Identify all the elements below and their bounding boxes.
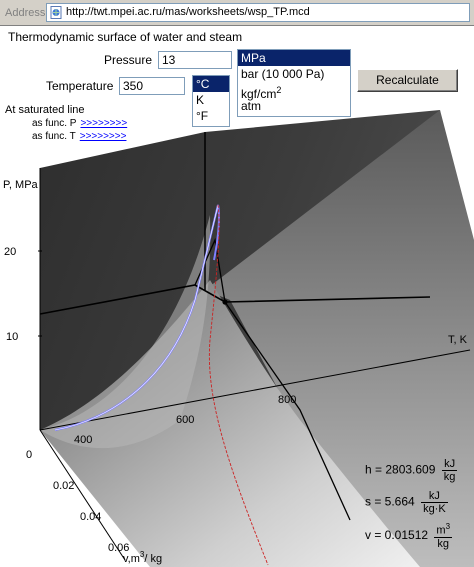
- address-field[interactable]: http://twt.mpei.ac.ru/mas/worksheets/wsp…: [46, 3, 470, 22]
- temperature-unit-option[interactable]: K: [196, 93, 205, 107]
- v-axis-line: [39, 429, 126, 561]
- recalculate-button[interactable]: Recalculate: [357, 69, 458, 92]
- saturated-func-t: as func. T >>>>>>>>: [32, 131, 126, 142]
- result-s-unit: kJ kg·K: [421, 490, 448, 515]
- state-point: [222, 299, 228, 305]
- result-v-unit-sup: 3: [445, 522, 451, 531]
- func-p-label: as func. P: [32, 118, 77, 129]
- v-tick-label: 0.04: [80, 511, 101, 523]
- temperature-unit-option[interactable]: °F: [196, 109, 209, 123]
- address-label: Address: [5, 7, 46, 19]
- result-h-unit-num: kJ: [441, 458, 458, 471]
- result-v-unit-num: m3: [434, 522, 453, 538]
- result-s-unit-den: kg·K: [423, 503, 446, 515]
- t-axis-line: [39, 349, 471, 431]
- saturated-line-title: At saturated line: [5, 104, 85, 116]
- v-tick-label: 0.06: [108, 542, 129, 554]
- saturation-curve-core: [54, 204, 219, 431]
- pressure-units-list[interactable]: MPa bar (10 000 Pa) kgf/cm2 atm: [237, 49, 351, 117]
- temperature-units-list[interactable]: °C K °F: [192, 75, 230, 127]
- saturated-func-p: as func. P >>>>>>>>: [32, 118, 127, 129]
- pressure-unit-option[interactable]: bar (10 000 Pa): [241, 67, 325, 81]
- temperature-input[interactable]: [119, 77, 185, 95]
- pressure-unit-option[interactable]: atm: [241, 99, 262, 113]
- pressure-unit-sup: 2: [276, 85, 282, 95]
- result-v-value: v = 0.01512: [365, 528, 429, 542]
- v-axis-label-text: v,m: [123, 553, 140, 565]
- result-v: v = 0.01512 m3 kg: [365, 522, 453, 550]
- page-icon: [50, 6, 62, 19]
- v-axis-label-sup: 3: [140, 550, 145, 559]
- result-v-unit-m: m: [436, 524, 446, 537]
- red-curve: [208, 204, 269, 566]
- result-v-unit-den: kg: [437, 537, 450, 550]
- temperature-unit-option[interactable]: °C: [193, 76, 229, 92]
- result-h-unit-den: kg: [443, 471, 456, 483]
- pressure-label: Pressure: [104, 53, 153, 67]
- result-s-value: s = 5.664: [365, 494, 415, 509]
- result-h: h = 2803.609 kJ kg: [365, 458, 458, 483]
- result-s: s = 5.664 kJ kg·K: [365, 490, 448, 515]
- v-tick-label: 0.02: [53, 480, 74, 492]
- v-axis-label-unit: / kg: [144, 553, 162, 565]
- surface-dome: [40, 215, 211, 449]
- address-url: http://twt.mpei.ac.ru/mas/worksheets/wsp…: [66, 6, 310, 18]
- t-tick-label: 400: [74, 434, 92, 446]
- func-t-link[interactable]: >>>>>>>>: [79, 131, 127, 142]
- result-v-unit: m3 kg: [434, 522, 453, 550]
- func-t-label: as func. T: [32, 131, 76, 142]
- address-bar: Address http://twt.mpei.ac.ru/mas/worksh…: [0, 0, 474, 26]
- isobar-line: [39, 284, 431, 315]
- v-axis-label: v,m3/ kg: [123, 550, 162, 565]
- result-h-value: h = 2803.609: [365, 462, 436, 477]
- result-s-unit-num: kJ: [421, 490, 448, 503]
- z-tick-label: 10: [6, 331, 18, 343]
- z-axis-label: P, MPa: [3, 179, 39, 191]
- t-tick-label: 800: [278, 394, 296, 406]
- result-h-unit: kJ kg: [441, 458, 458, 483]
- surface-right-sheet: [205, 110, 474, 567]
- t-axis-label: T, K: [448, 334, 468, 346]
- v-tick-label: 0: [26, 449, 32, 461]
- temperature-label: Temperature: [46, 79, 114, 93]
- pressure-unit-option[interactable]: kgf/cm2: [238, 82, 350, 101]
- pressure-unit-text: kgf/cm: [241, 87, 277, 101]
- surface-main-sheet: [40, 280, 420, 567]
- t-tick-label: 600: [176, 414, 194, 426]
- pressure-unit-option[interactable]: MPa: [238, 50, 350, 66]
- z-tick-label: 20: [4, 246, 16, 258]
- func-p-link[interactable]: >>>>>>>>: [80, 118, 128, 129]
- page-title: Thermodynamic surface of water and steam: [8, 30, 243, 44]
- pressure-input[interactable]: [158, 51, 232, 69]
